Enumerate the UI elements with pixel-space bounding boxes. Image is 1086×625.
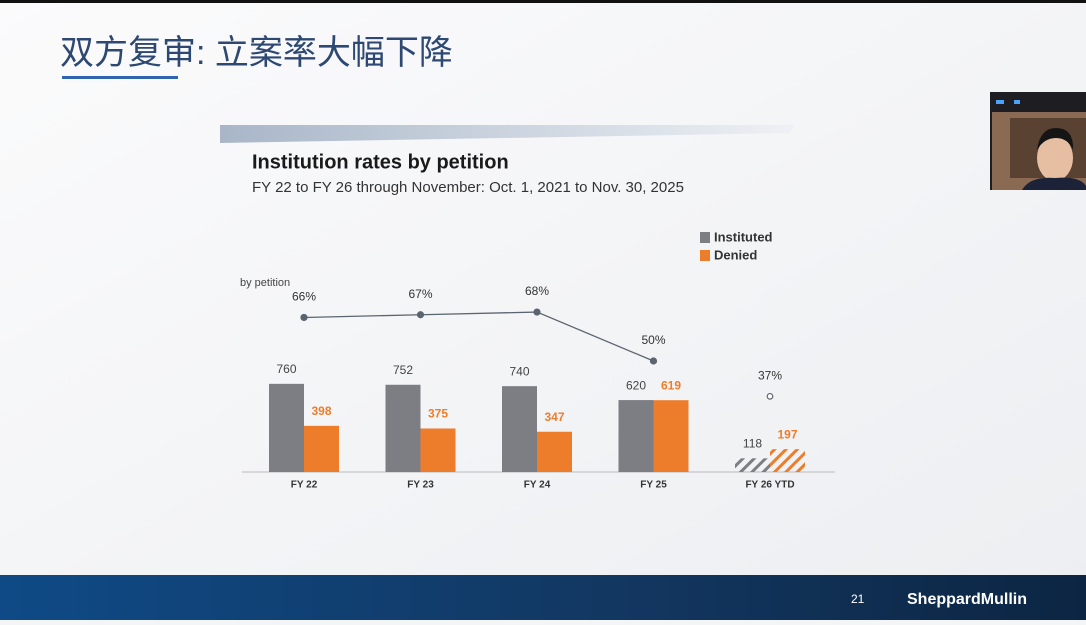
bar-value-label: 760 xyxy=(276,362,296,376)
rate-label: 37% xyxy=(758,369,782,383)
rate-label: 66% xyxy=(292,290,316,304)
title-underline xyxy=(62,76,178,79)
slide-title: 双方复审: 立案率大幅下降 xyxy=(60,34,453,72)
legend-swatch xyxy=(700,250,710,261)
bar xyxy=(537,431,572,472)
top-edge xyxy=(0,0,1086,3)
x-tick-label: FY 26 YTD xyxy=(745,480,794,491)
x-tick-label: FY 22 xyxy=(291,480,318,491)
axis-label: by petition xyxy=(240,277,290,289)
x-tick-label: FY 25 xyxy=(640,480,667,491)
bar xyxy=(269,383,304,472)
chart-subtitle: FY 22 to FY 26 through November: Oct. 1,… xyxy=(252,179,684,196)
bar-value-label: 740 xyxy=(509,364,529,378)
bar-value-label: 398 xyxy=(311,404,331,418)
footer-band xyxy=(0,575,1086,620)
rate-label: 50% xyxy=(641,333,665,347)
rate-marker xyxy=(766,392,774,400)
decoration xyxy=(220,125,795,143)
bar-value-label: 620 xyxy=(626,378,646,392)
bar xyxy=(304,425,339,472)
bar xyxy=(502,386,537,472)
brand: SheppardMullin xyxy=(907,591,1027,608)
bar-value-label: 375 xyxy=(428,407,448,421)
bar-value-label: 197 xyxy=(777,427,797,441)
rate-marker xyxy=(533,308,541,316)
bar xyxy=(618,400,654,472)
page-number: 21 xyxy=(851,592,865,606)
bar-value-label: 752 xyxy=(393,363,413,377)
chart-title: Institution rates by petition xyxy=(252,151,509,173)
bar-value-label: 118 xyxy=(743,436,762,450)
legend-label: Denied xyxy=(714,247,757,262)
legend-swatch xyxy=(700,232,710,243)
bar xyxy=(770,449,805,472)
bar xyxy=(385,384,421,472)
rate-marker xyxy=(649,357,658,365)
rate-marker xyxy=(416,311,425,319)
bar xyxy=(420,428,456,472)
bar xyxy=(735,458,770,472)
rate-line xyxy=(303,311,654,362)
bar xyxy=(653,400,689,472)
rate-label: 68% xyxy=(525,284,549,298)
x-tick-label: FY 23 xyxy=(407,480,434,491)
chart: 760 752 740 620 118 398 375 347 619 197 FY 22 FY 23… xyxy=(242,229,835,491)
x-tick-label: FY 24 xyxy=(524,480,551,491)
rate-marker xyxy=(300,313,308,322)
bar-value-label: 347 xyxy=(544,410,564,424)
bar-value-label: 619 xyxy=(661,378,681,392)
legend-label: Instituted xyxy=(714,229,773,244)
rate-label: 67% xyxy=(408,287,432,301)
webcam-thumbnail xyxy=(990,92,1086,190)
